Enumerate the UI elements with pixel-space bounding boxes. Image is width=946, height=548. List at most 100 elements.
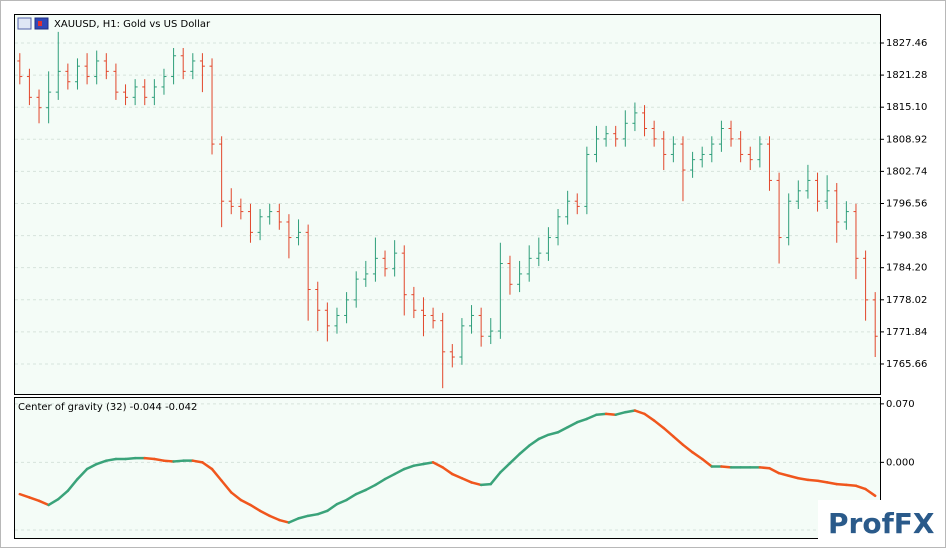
indicator-segment (518, 444, 531, 456)
indicator-segment (105, 457, 118, 462)
indicator-segment (681, 443, 694, 454)
indicator-segment (825, 481, 838, 486)
symbol-icons (17, 17, 49, 30)
indicator-segment (585, 413, 598, 421)
indicator-segment (268, 514, 281, 522)
indicator-segment (124, 456, 137, 461)
indicator-segment (508, 452, 521, 465)
indicator-segment (691, 451, 704, 461)
y-tick-label: 1796.56 (886, 198, 927, 209)
y-tick-label: 0.000 (886, 457, 915, 468)
indicator-segment (633, 409, 646, 416)
indicator-segment (614, 410, 627, 416)
logo: ProfFX (828, 507, 935, 540)
indicator-segment (28, 496, 41, 503)
y-tick-label: 1827.46 (886, 38, 927, 49)
indicator-segment (451, 472, 464, 480)
indicator-segment (489, 471, 502, 486)
indicator-segment (403, 464, 416, 471)
indicator-segment (527, 437, 541, 447)
indicator-segment (431, 461, 444, 469)
indicator-segment (864, 487, 877, 498)
indicator-segment (835, 482, 848, 487)
indicator-segment (441, 466, 454, 476)
y-tick-label: 1778.02 (886, 295, 927, 306)
indicator-segment (700, 457, 714, 468)
icon (38, 21, 42, 26)
indicator-segment (354, 488, 368, 496)
y-tick-label: 1815.10 (886, 102, 927, 113)
y-tick-label: 1808.92 (886, 134, 927, 145)
indicator-segment (66, 477, 79, 493)
indicator-segment (806, 478, 819, 482)
indicator-segment (191, 459, 204, 464)
price-title: XAUUSD, H1: Gold vs US Dollar (54, 19, 211, 30)
indicator-segment (374, 477, 387, 487)
indicator-segment (758, 466, 771, 470)
indicator-segment (345, 492, 358, 502)
indicator-segment (576, 417, 589, 424)
indicator-segment (393, 467, 406, 476)
y-tick-label: 1821.28 (886, 70, 927, 81)
icon (17, 17, 32, 30)
indicator-segment (57, 489, 70, 501)
indicator-segment (470, 481, 483, 487)
indicator-segment (422, 461, 435, 466)
indicator-segment (37, 499, 50, 507)
indicator-segment (258, 509, 271, 518)
indicator-segment (95, 459, 108, 466)
indicator-segment (556, 426, 569, 434)
indicator-segment (460, 476, 473, 484)
logo-bg (818, 500, 942, 544)
indicator-segment (278, 518, 291, 524)
indicator-segment (76, 467, 89, 481)
indicator-segment (672, 435, 685, 447)
y-tick-label: 1784.20 (886, 263, 927, 274)
indicator-segment (210, 467, 223, 482)
indicator-segment (162, 459, 175, 463)
indicator-segment (854, 484, 867, 491)
indicator-segment (652, 419, 665, 430)
indicator-segment (479, 482, 492, 487)
y-tick-label: 0.070 (886, 399, 915, 410)
indicator-segment (230, 491, 243, 502)
indicator-segment (47, 497, 60, 507)
indicator-segment (412, 462, 425, 467)
indicator-segment (316, 509, 329, 516)
indicator-segment (249, 503, 262, 513)
indicator-segment (499, 461, 512, 474)
indicator-segment (326, 502, 339, 513)
indicator-segment (220, 479, 233, 494)
indicator-segment (172, 459, 185, 463)
indicator-segment (720, 465, 733, 469)
indicator-segment (335, 498, 348, 506)
indicator-segment (364, 483, 377, 492)
indicator-segment (18, 492, 31, 499)
y-tick-label: 1790.38 (886, 231, 927, 242)
indicator-segment (547, 431, 560, 437)
indicator-segment (604, 412, 617, 416)
indicator-segment (153, 457, 166, 462)
indicator-segment (239, 498, 252, 507)
indicator-segment (768, 466, 781, 475)
indicator-segment (643, 412, 656, 422)
indicator-segment (797, 476, 810, 482)
plot: 1827.46 1821.28 1815.10 1808.92 1802.74 1796.… (15, 31, 927, 536)
indicator-segment (816, 479, 829, 484)
price-panel (14, 14, 881, 395)
indicator-segment (297, 514, 310, 520)
indicator-segment (787, 474, 800, 480)
indicator-segment (624, 409, 637, 414)
y-tick-label: 1771.84 (886, 327, 927, 338)
indicator-segment (662, 426, 675, 438)
indicator-segment (595, 412, 608, 416)
indicator-segment (287, 517, 300, 524)
indicator-title: Center of gravity (32) -0.044 -0.042 (18, 402, 197, 413)
y-tick-label: 1765.66 (886, 359, 927, 370)
indicator-segment (777, 471, 790, 477)
indicator-segment (845, 483, 858, 488)
indicator-segment (537, 433, 550, 441)
indicator-segment (85, 462, 98, 471)
indicator-segment (306, 512, 319, 518)
